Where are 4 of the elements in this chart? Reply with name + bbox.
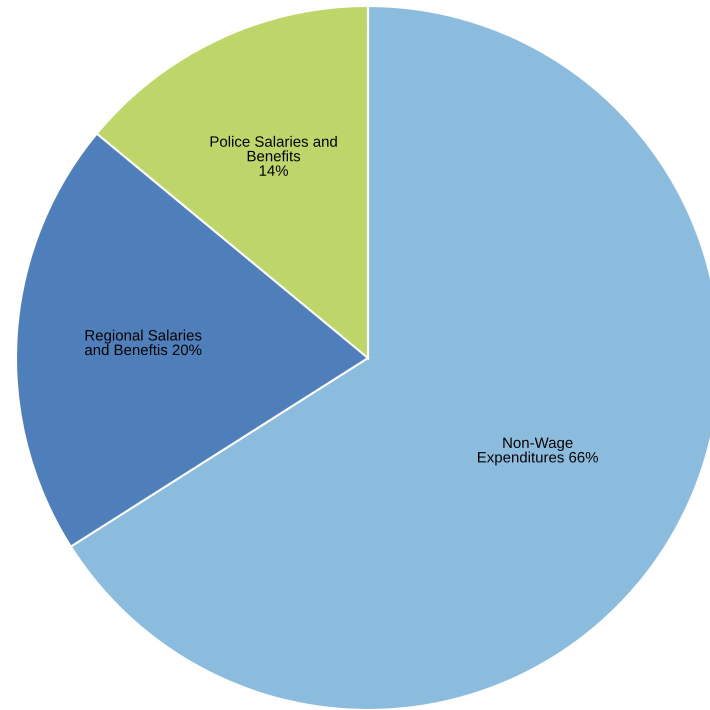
slice-label: Non-Wage Expenditures 66%	[478, 438, 598, 466]
slice-label: Police Salaries and Benefits	[210, 136, 337, 162]
slice-label: Regional Salaries and Beneftis 20%	[85, 330, 202, 356]
data-label: 14%	[260, 165, 288, 176]
